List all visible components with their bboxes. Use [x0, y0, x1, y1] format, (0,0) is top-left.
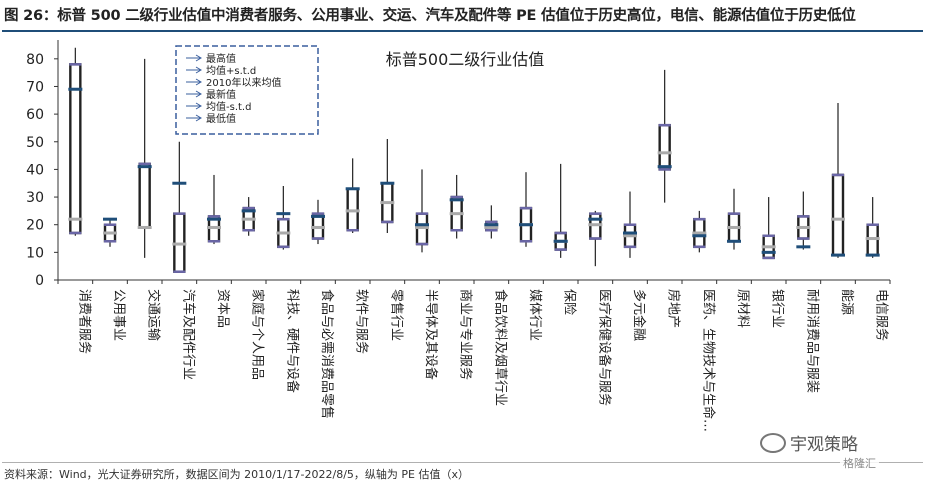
x-category-label: 资本品 [215, 289, 230, 328]
x-category-label: 医药、生物技术与生命… [700, 289, 716, 432]
x-category-label: 保险 [562, 289, 577, 315]
x-category-label: 家庭与个人用品 [250, 289, 266, 380]
legend-entry-label: 最低值 [206, 112, 236, 125]
x-category-label: 半导体及其设备 [423, 289, 439, 380]
y-tick-label: 20 [26, 218, 44, 234]
chart-axes: 0 10 20 30 40 50 60 70 80 [26, 40, 891, 289]
x-category-label: 商业与专业服务 [458, 289, 474, 380]
plot-area [68, 47, 880, 273]
legend-arrow-head [195, 66, 202, 74]
legend-entry-label: 2010年以来均值 [206, 76, 281, 89]
x-category-label: 科技、硬件与设备 [284, 289, 300, 393]
source-note: 资料来源：Wind，光大证券研究所，数据区间为 2010/1/17-2022/8… [4, 468, 470, 481]
legend-arrow-head [195, 54, 202, 62]
legend-entry-label: 最高值 [206, 52, 236, 65]
x-category-label: 医疗保健设备与服务 [596, 289, 612, 406]
legend-arrow-head [195, 114, 202, 122]
legend-entry-label: 最新值 [206, 88, 236, 101]
y-tick-label: 10 [26, 245, 44, 261]
title-rule [2, 30, 923, 32]
x-category-label: 电信服务 [874, 289, 890, 341]
x-category-label: 软件与服务 [354, 289, 370, 354]
x-category-label: 耐用消费品与服装 [804, 289, 819, 393]
x-category-label: 食品与必需消费品零售 [319, 289, 335, 419]
x-category-label: 媒体行业 [527, 289, 542, 341]
y-tick-label: 30 [26, 190, 44, 206]
legend-arrow-head [195, 102, 202, 110]
x-category-label: 原材料 [735, 289, 750, 328]
x-category-label: 交通运输 [146, 289, 162, 341]
y-tick-label: 40 [26, 162, 44, 178]
x-category-label: 公用事业 [111, 289, 126, 341]
y-tick-label: 50 [26, 135, 44, 151]
y-tick-label: 0 [35, 273, 44, 289]
y-tick-label: 70 [26, 79, 44, 95]
figure-title: 图 26：标普 500 二级行业估值中消费者服务、公用事业、交运、汽车及配件等 … [4, 8, 856, 24]
x-category-label: 多元金融 [631, 289, 647, 341]
legend-arrow-head [195, 78, 202, 86]
x-category-label: 银行业 [770, 289, 785, 328]
x-category-label: 零售行业 [388, 289, 404, 341]
x-axis-labels: 消费者服务 公用事业 交通运输 汽车及配件行业 资本品 家庭与个人用品 科技、硬件与设备 食品… [76, 289, 889, 432]
x-category-label: 消费者服务 [76, 289, 92, 354]
x-category-label: 房地产 [666, 289, 682, 328]
x-category-label: 食品饮料及烟草行业 [492, 289, 508, 406]
footer-rule [2, 462, 923, 463]
legend-entry-label: 均值-s.t.d [206, 100, 251, 113]
y-tick-label: 80 [26, 52, 44, 68]
std-box-22 [831, 173, 845, 257]
x-category-label: 汽车及配件行业 [180, 289, 196, 380]
x-category-label: 能源 [839, 289, 854, 315]
legend-entry-label: 均值+s.t.d [206, 64, 256, 77]
wechat-icon [760, 433, 786, 453]
gelonghui-badge: 格隆汇 [840, 455, 879, 471]
std-box-2 [138, 162, 151, 229]
chart-title: 标普500二级行业估值 [386, 50, 545, 69]
y-tick-label: 60 [26, 107, 44, 123]
std-box-17 [658, 123, 671, 171]
legend-arrow-head [195, 90, 202, 98]
watermark: 宇观策略 [760, 430, 858, 455]
